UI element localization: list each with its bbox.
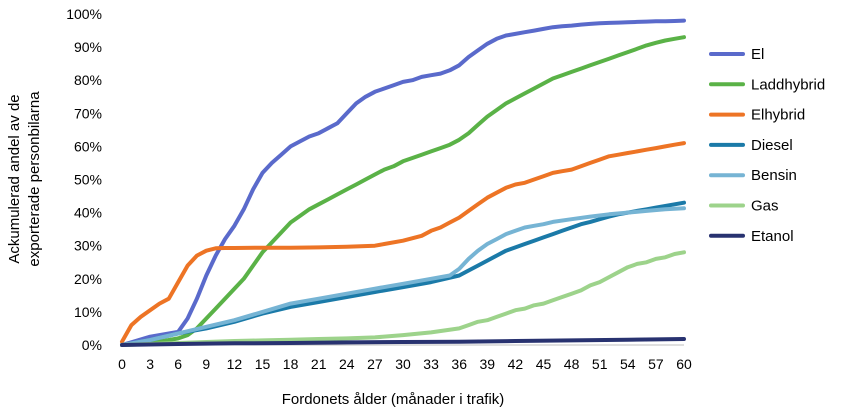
y-tick-label: 100% xyxy=(66,6,102,22)
legend-label-etanol: Etanol xyxy=(751,228,794,245)
x-axis-ticks: 0 3 6 9 12 15 18 21 24 27 30 33 36 39 42 45 48 51 54 57 60 xyxy=(118,356,692,372)
series-line-elhybrid xyxy=(120,141,686,344)
y-tick-label: 90% xyxy=(74,39,102,55)
x-tick-label: 0 xyxy=(118,356,126,372)
x-tick-label: 60 xyxy=(676,356,692,372)
y-tick-label: 40% xyxy=(74,205,102,221)
y-tick-label: 30% xyxy=(74,238,102,254)
series-line-gas xyxy=(120,250,686,347)
x-tick-label: 21 xyxy=(311,356,327,372)
series-line-el xyxy=(120,18,686,347)
x-tick-label: 51 xyxy=(592,356,608,372)
x-tick-label: 12 xyxy=(227,356,243,372)
legend-label-bensin: Bensin xyxy=(751,167,797,184)
x-axis-title: Fordonets ålder (månader i trafik) xyxy=(282,391,505,408)
y-tick-label: 10% xyxy=(74,304,102,320)
x-tick-label: 39 xyxy=(480,356,496,372)
x-tick-label: 57 xyxy=(648,356,664,372)
x-tick-label: 45 xyxy=(536,356,552,372)
series-line-laddhybrid xyxy=(120,35,686,347)
x-tick-label: 15 xyxy=(255,356,271,372)
x-tick-label: 18 xyxy=(283,356,299,372)
legend-label-gas: Gas xyxy=(751,198,779,215)
x-tick-label: 3 xyxy=(146,356,154,372)
y-tick-label: 20% xyxy=(74,271,102,287)
x-tick-label: 54 xyxy=(620,356,636,372)
x-tick-label: 36 xyxy=(451,356,467,372)
legend-label-laddhybrid: Laddhybrid xyxy=(751,76,825,93)
legend: El Laddhybrid Elhybrid Diesel Bensin Gas Etano… xyxy=(709,46,825,245)
series-line-bensin xyxy=(120,206,686,347)
y-axis-title-line-2: exporterade personbilarna xyxy=(26,91,43,267)
y-tick-label: 50% xyxy=(74,172,102,188)
legend-label-el: El xyxy=(751,46,764,63)
legend-label-elhybrid: Elhybrid xyxy=(751,107,805,124)
series-line-etanol xyxy=(120,337,686,347)
y-tick-label: 0% xyxy=(82,337,102,353)
legend-label-diesel: Diesel xyxy=(751,137,793,154)
x-tick-label: 42 xyxy=(508,356,524,372)
x-tick-label: 27 xyxy=(367,356,383,372)
x-tick-label: 6 xyxy=(174,356,182,372)
y-axis-title-line-1: Ackumulerad andel av de xyxy=(6,94,23,263)
x-tick-label: 30 xyxy=(395,356,411,372)
x-tick-label: 24 xyxy=(339,356,355,372)
x-tick-label: 33 xyxy=(423,356,439,372)
x-tick-label: 48 xyxy=(564,356,580,372)
y-tick-label: 70% xyxy=(74,105,102,121)
series-lines xyxy=(120,18,686,347)
x-tick-label: 9 xyxy=(202,356,210,372)
y-axis-ticks: 0% 10% 20% 30% 40% 50% 60% 70% 80% 90% 100% xyxy=(66,6,102,353)
y-tick-label: 80% xyxy=(74,72,102,88)
y-tick-label: 60% xyxy=(74,138,102,154)
